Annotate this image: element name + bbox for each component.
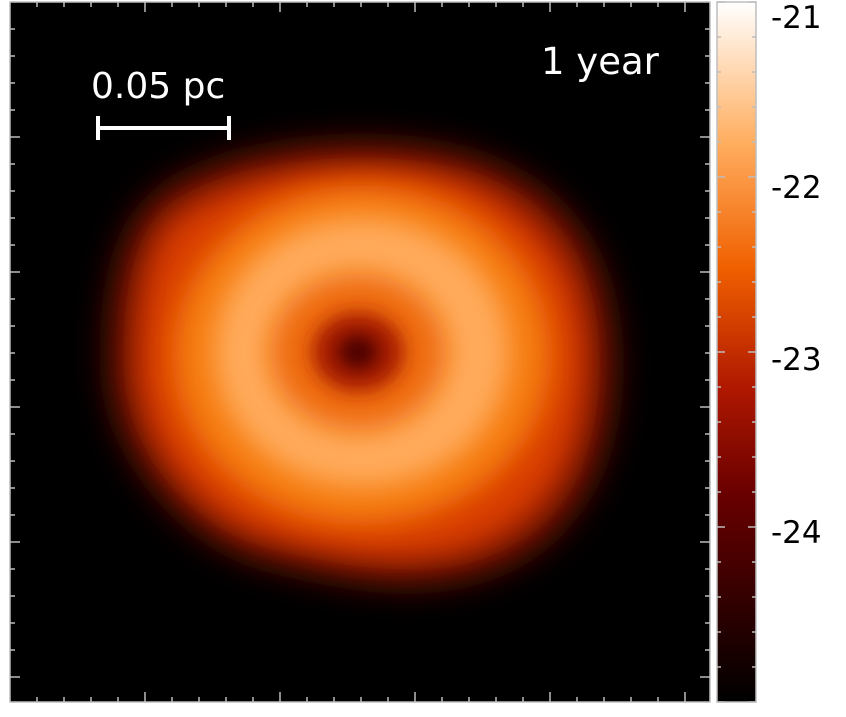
scale-bar-label: 0.05 pc: [91, 66, 226, 107]
density-map: [9, 1, 711, 703]
colorbar-tick-label: -21: [771, 0, 822, 36]
colorbar-tick-label: -23: [771, 342, 822, 378]
central-cavity: [338, 335, 378, 369]
colorbar-tick-label: -22: [771, 170, 822, 206]
colorbar-ticks: [717, 1, 756, 703]
map-axis-ticks: [10, 2, 710, 702]
colorbar-tick-label: -24: [771, 515, 822, 551]
map-frame: [9, 1, 711, 703]
time-label: 1 year: [541, 40, 659, 83]
scale-bar: [96, 116, 231, 140]
colorbar: [716, 1, 757, 703]
